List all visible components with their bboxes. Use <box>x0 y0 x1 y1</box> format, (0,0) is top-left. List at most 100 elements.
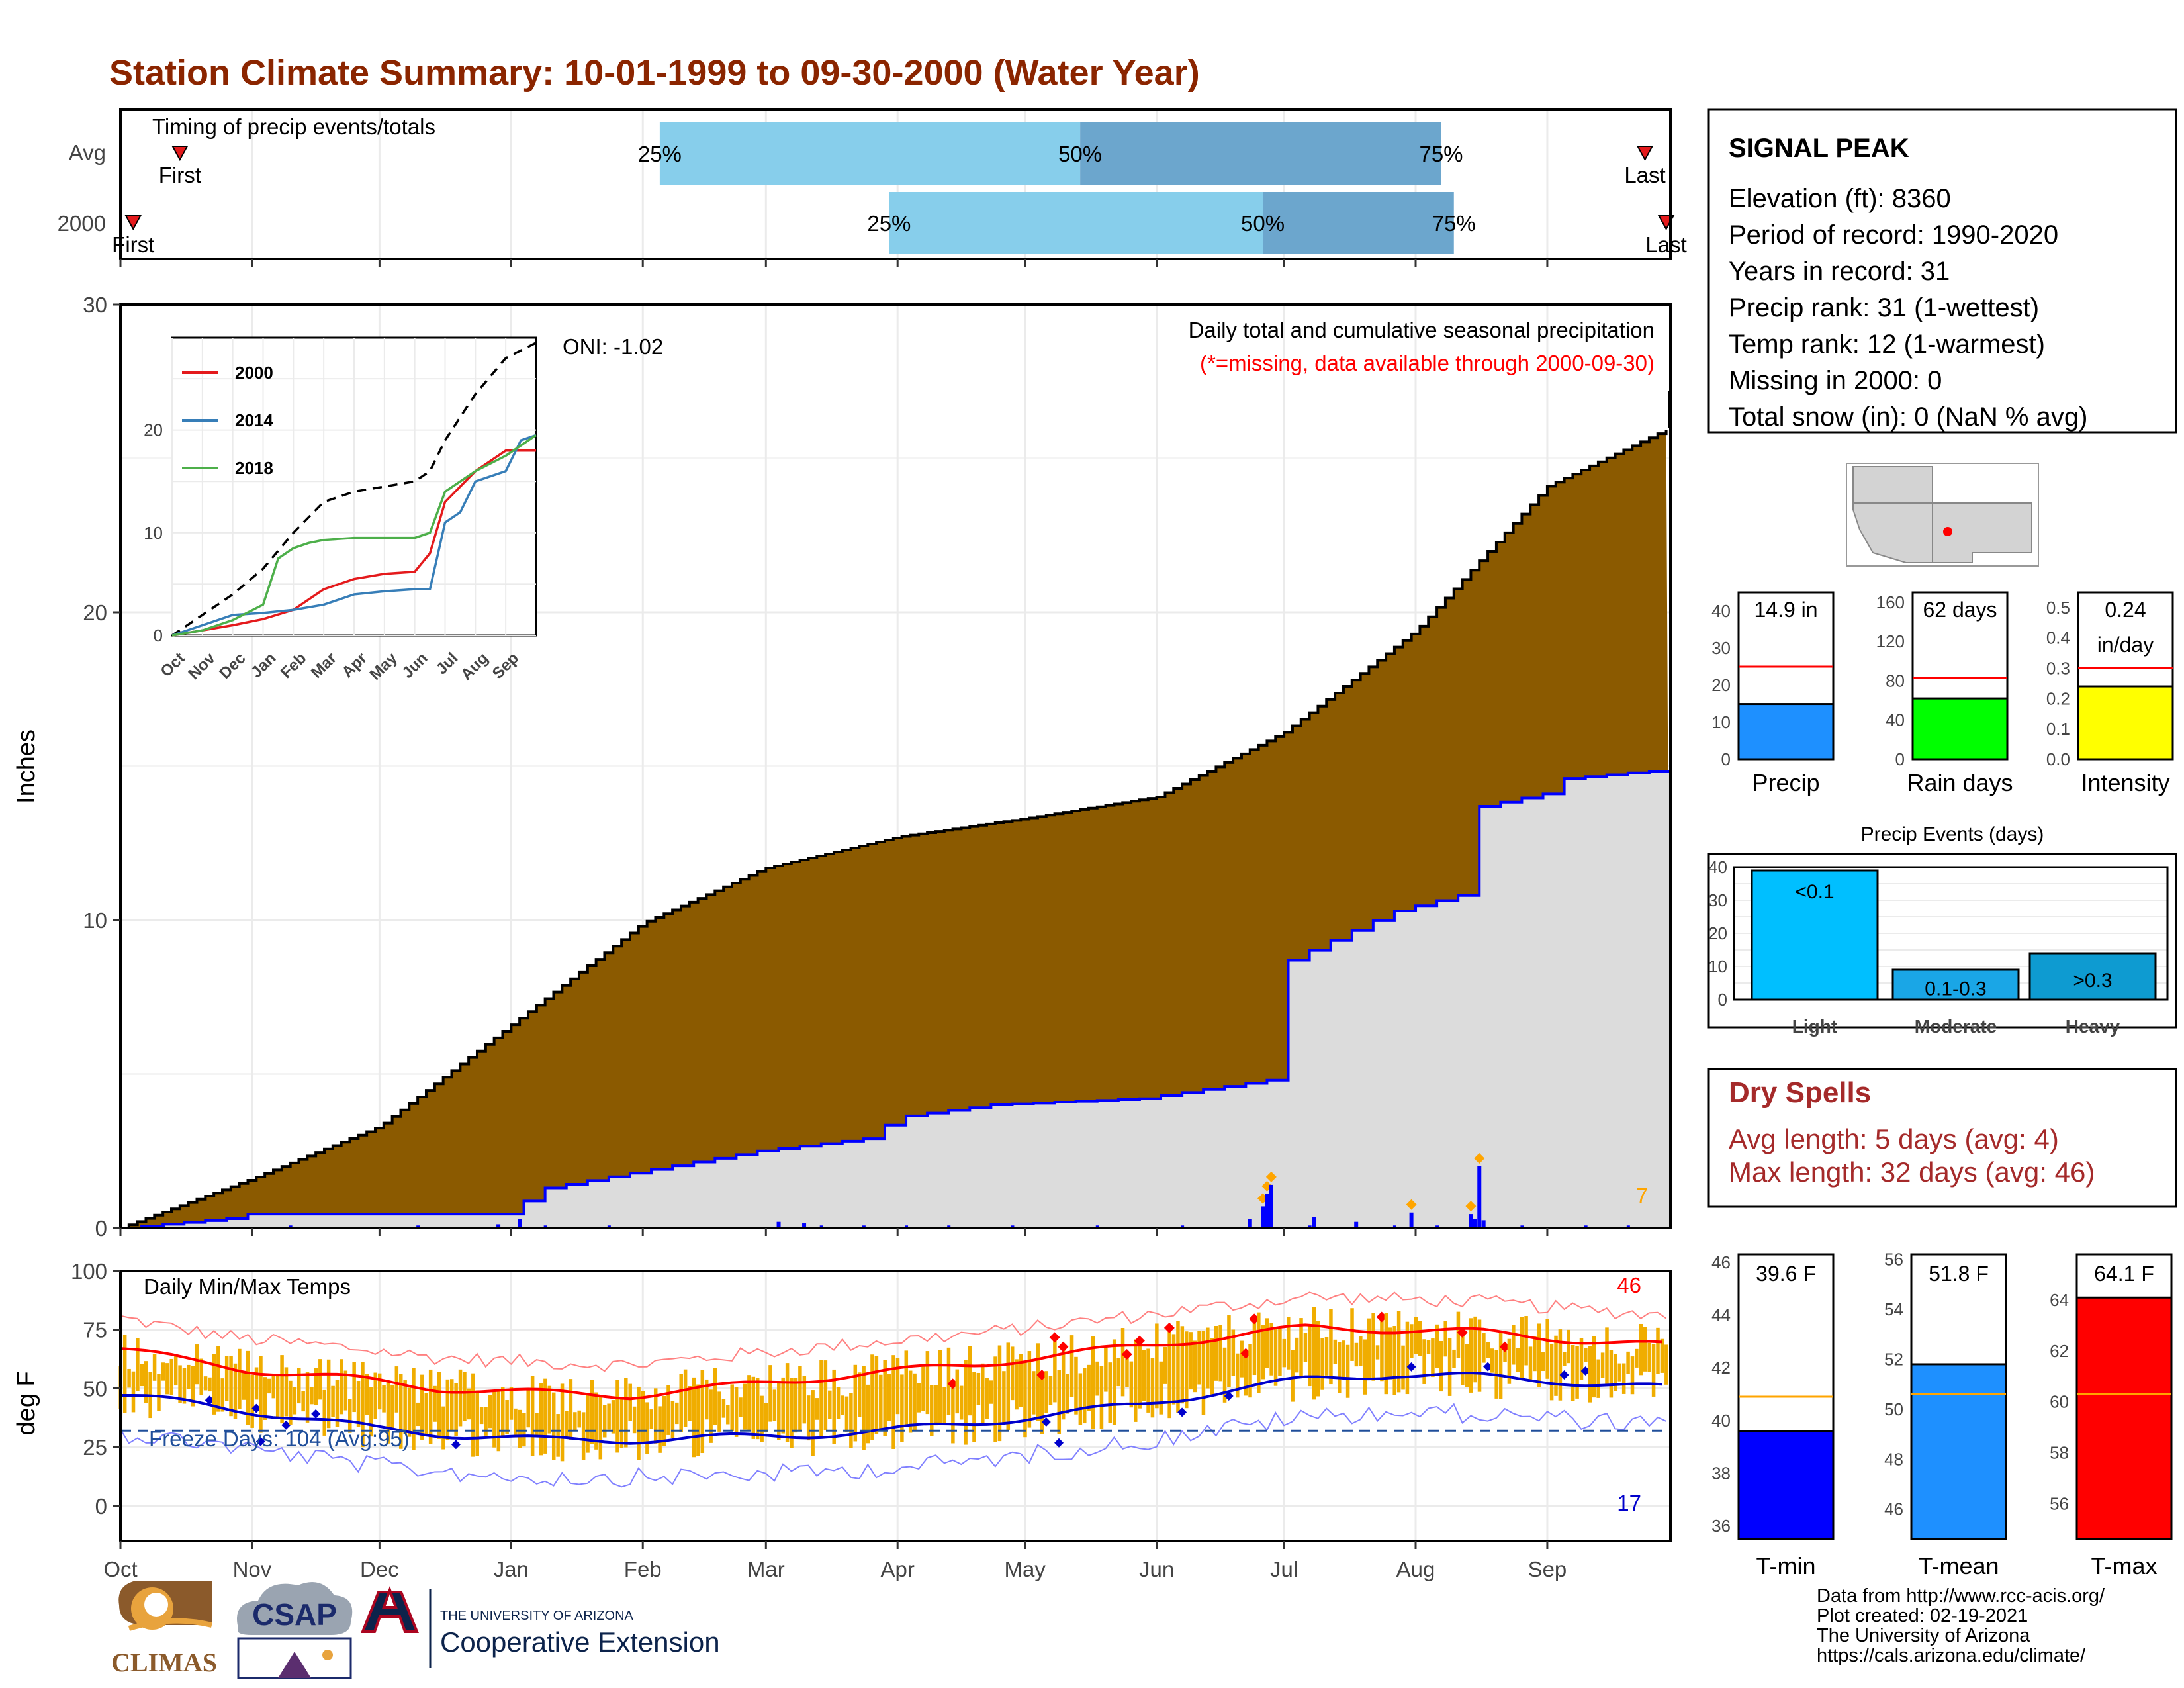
daily-temp-bar <box>755 1378 760 1440</box>
daily-temp-bar <box>628 1383 632 1421</box>
daily-precip-bar <box>1473 1219 1477 1228</box>
daily-temp-bar <box>1477 1319 1482 1392</box>
daily-temp-bar <box>1201 1331 1206 1415</box>
daily-temp-bar <box>1312 1307 1316 1400</box>
daily-temp-bar <box>1660 1338 1664 1373</box>
daily-temp-bar <box>1206 1327 1210 1389</box>
daily-temp-bar <box>233 1363 238 1419</box>
daily-temp-bar <box>611 1400 615 1434</box>
daily-temp-bar <box>879 1374 883 1430</box>
daily-temp-bar <box>721 1399 726 1418</box>
daily-temp-bar <box>488 1395 492 1429</box>
dry-spells-avg: Avg length: 5 days (avg: 4) <box>1729 1123 2059 1154</box>
daily-temp-bar <box>1503 1348 1507 1362</box>
csap-logo-text: CSAP <box>252 1597 337 1632</box>
daily-temp-bar <box>688 1385 692 1421</box>
daily-temp-bar <box>1095 1361 1099 1396</box>
cumulative-2000-area <box>120 769 1670 1228</box>
record-low-marker <box>255 1436 265 1446</box>
temp-summary-tick: 56 <box>2050 1493 2069 1513</box>
daily-temp-bar <box>734 1387 739 1437</box>
daily-temp-bar <box>985 1378 989 1419</box>
daily-temp-bar <box>1083 1368 1087 1424</box>
daily-temp-bar <box>289 1380 293 1425</box>
csap-logo: CSAP <box>237 1582 353 1679</box>
timing-bar-upper <box>1263 192 1454 254</box>
daily-precip-bar <box>1477 1166 1482 1228</box>
daily-temp-bar <box>959 1385 964 1420</box>
summary-bar-tick: 40 <box>1886 710 1905 730</box>
timing-p25-label: 25% <box>867 211 911 236</box>
daily-temp-bar <box>296 1368 301 1404</box>
daily-temp-bar <box>352 1362 356 1413</box>
daily-temp-bar <box>653 1388 658 1444</box>
daily-temp-bar <box>849 1393 853 1448</box>
precip-panel: 0 10 20 30 Inches Daily total and cumulativ… <box>13 259 1672 1241</box>
daily-temp-bar <box>679 1374 683 1432</box>
record-low-marker <box>251 1403 261 1413</box>
precip-y-tick: 10 <box>83 908 107 933</box>
daily-temp-bar <box>1019 1354 1023 1407</box>
daily-temp-bar <box>1469 1318 1473 1393</box>
daily-temp-bar <box>420 1374 424 1440</box>
daily-temp-bar <box>539 1383 543 1456</box>
daily-temp-bar <box>1053 1338 1057 1403</box>
daily-temp-bar <box>157 1374 161 1411</box>
daily-precip-bar <box>1248 1219 1252 1228</box>
daily-temp-bar <box>1248 1344 1252 1398</box>
daily-temp-bar <box>1414 1317 1418 1354</box>
daily-temp-bar <box>632 1406 637 1434</box>
daily-temp-bar <box>785 1363 790 1442</box>
month-label: Feb <box>624 1557 662 1581</box>
daily-temp-bar <box>1189 1332 1193 1390</box>
daily-temp-bar <box>1303 1333 1308 1362</box>
daily-temp-bar <box>208 1377 212 1392</box>
daily-temp-bar <box>1609 1350 1614 1398</box>
daily-temp-bar <box>1405 1321 1410 1395</box>
daily-temp-bar <box>743 1383 747 1430</box>
daily-temp-bar <box>1261 1325 1265 1380</box>
timing-p25-label: 25% <box>638 142 682 166</box>
record-high-marker <box>1457 1327 1468 1338</box>
precip-y-axis-label: Inches <box>13 729 40 804</box>
logos: CLIMAS CSAP THE UNIVERSITY OF ARIZONA Co… <box>111 1581 720 1679</box>
daily-temp-bar <box>195 1344 199 1385</box>
daily-temp-bar <box>1171 1334 1176 1405</box>
daily-temp-bar <box>1626 1351 1630 1374</box>
daily-temp-bar <box>293 1387 297 1415</box>
daily-temp-bar <box>709 1389 713 1443</box>
daily-temp-bar <box>1282 1338 1287 1368</box>
daily-temp-bar <box>1078 1373 1083 1425</box>
daily-temp-bar <box>598 1395 603 1460</box>
daily-temp-bar <box>938 1350 942 1425</box>
daily-temp-bar <box>1329 1309 1333 1385</box>
daily-precip-bar <box>1469 1214 1473 1228</box>
record-high-line <box>120 1291 1667 1372</box>
station-info-line: Years in record: 31 <box>1729 257 1950 286</box>
record-low-marker <box>1054 1438 1064 1448</box>
summary-bar-tick: 30 <box>1711 638 1731 658</box>
temp-summary-tick: 48 <box>1884 1449 1903 1469</box>
daily-temp-bar <box>1621 1363 1626 1394</box>
daily-temp-bar <box>122 1335 127 1413</box>
daily-temp-bar <box>1392 1326 1396 1395</box>
daily-temp-bar <box>496 1389 501 1452</box>
summary-bar-tick: 40 <box>1711 601 1731 621</box>
daily-temp-bar <box>479 1407 484 1425</box>
daily-temp-bar <box>968 1346 972 1416</box>
month-label: Mar <box>747 1557 785 1581</box>
daily-temp-bar <box>386 1382 390 1444</box>
record-low-marker <box>205 1395 214 1405</box>
daily-temp-bar <box>637 1386 641 1460</box>
precip-events-chart: Precip Events (days) 0 10 20 30 40 <0.1 Light 0… <box>1707 823 2177 1037</box>
daily-temp-bar <box>1074 1356 1078 1415</box>
temp-summary-tick: 54 <box>1884 1299 1903 1319</box>
daily-temp-bar <box>1112 1339 1116 1425</box>
daily-temp-bar <box>1227 1315 1231 1387</box>
timing-panel-border <box>119 108 1672 260</box>
daily-temp-bar <box>522 1413 526 1447</box>
temperature-panel: 0 25 50 75 100 deg F Daily Min/Max Temps Fre… <box>13 1259 1672 1581</box>
summary-bar-tick: 120 <box>1876 632 1905 651</box>
month-label: Apr <box>881 1557 915 1581</box>
daily-temp-bar <box>908 1370 913 1433</box>
